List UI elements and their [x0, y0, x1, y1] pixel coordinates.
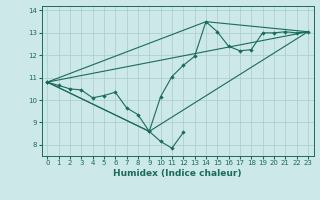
X-axis label: Humidex (Indice chaleur): Humidex (Indice chaleur): [113, 169, 242, 178]
